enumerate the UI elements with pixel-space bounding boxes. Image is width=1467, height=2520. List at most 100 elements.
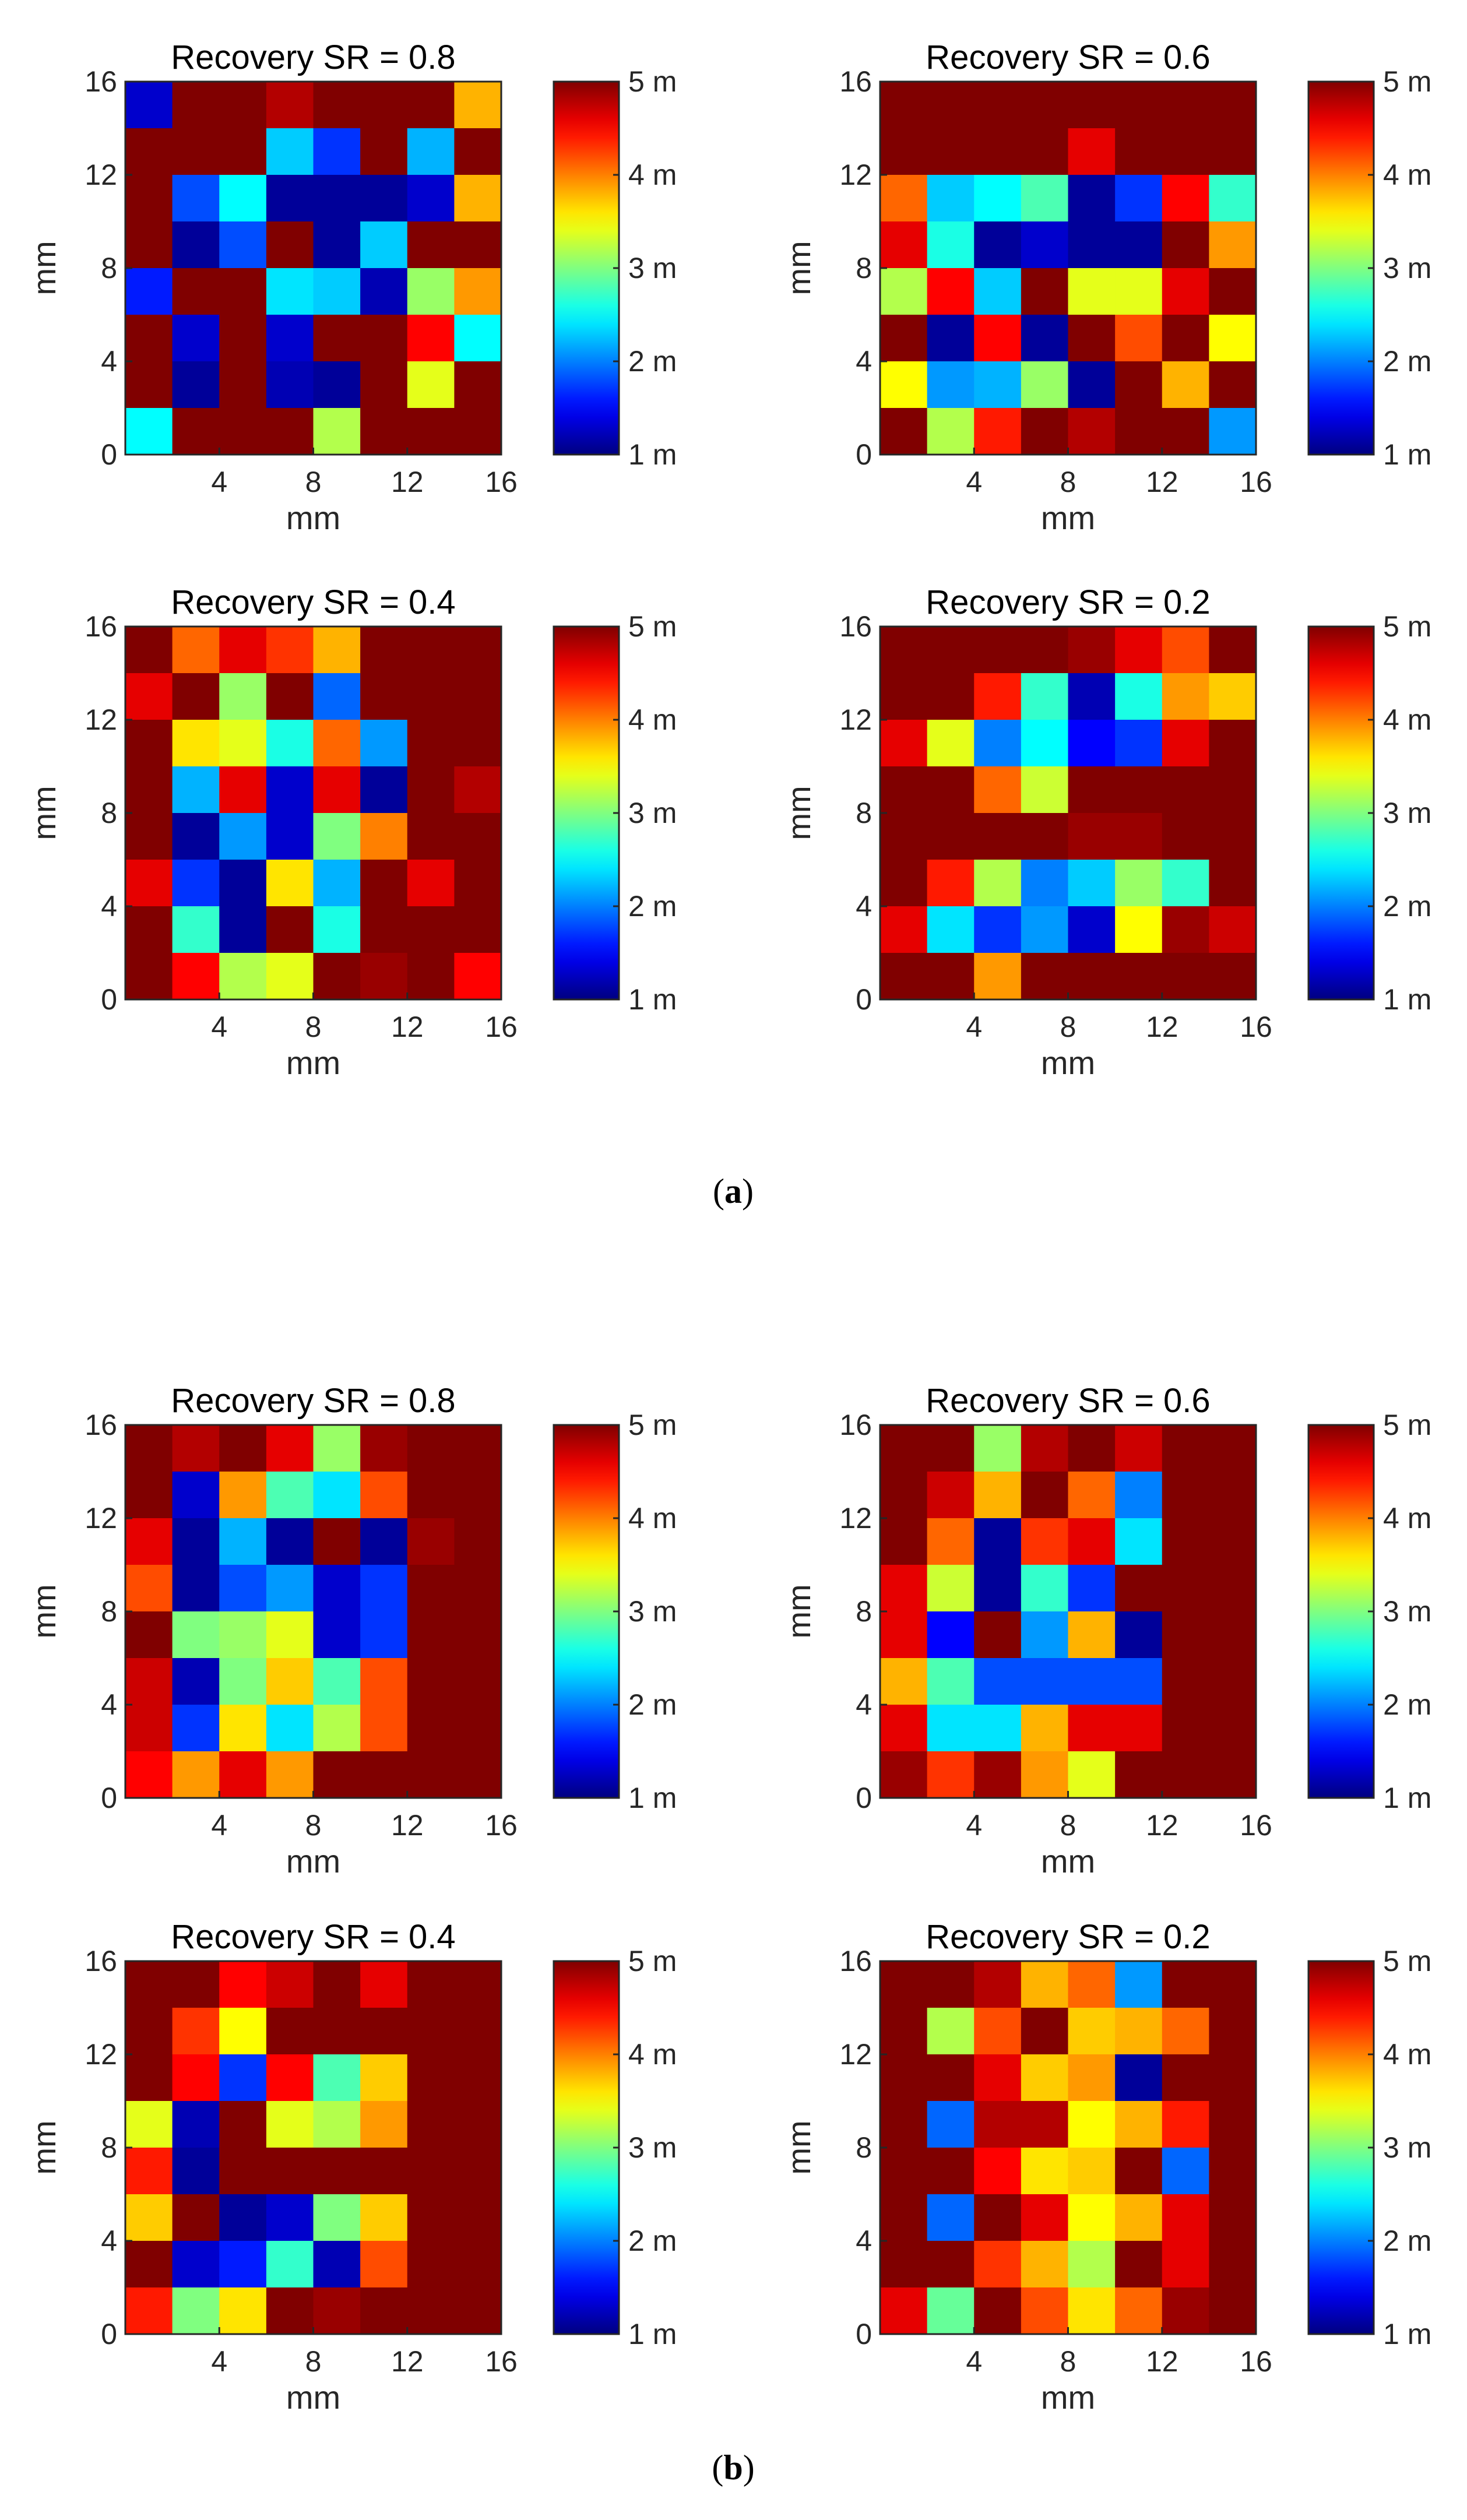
heatmap-cell [454, 315, 502, 362]
heatmap-cell [360, 906, 408, 953]
heatmap-cell [407, 2148, 455, 2195]
panel-label-a: (a) [713, 1172, 754, 1210]
heatmap-cell [880, 268, 928, 315]
heatmap-cell [927, 906, 975, 953]
heatmap-cell [1021, 82, 1069, 129]
heatmap-cell [172, 1518, 220, 1565]
colorbar [553, 1424, 620, 1799]
colorbar-tick-label: 1 m [1383, 1782, 1431, 1814]
y-tick-label: 12 [839, 2038, 872, 2071]
heatmap-cell [1162, 175, 1209, 222]
heatmap-cell [219, 2101, 267, 2148]
heatmap-cell [454, 1961, 502, 2008]
heatmap-cell [880, 315, 928, 362]
heatmap-cell [974, 2241, 1022, 2288]
heatmap-cell [360, 1658, 408, 1705]
heatmap-cell [1115, 2287, 1163, 2335]
heatmap-cell [927, 813, 975, 860]
heatmap-cell [974, 860, 1022, 907]
heatmap-cell [125, 361, 173, 409]
colorbar-tick-label: 5 m [628, 610, 677, 643]
heatmap-cell [1162, 860, 1209, 907]
heatmap-cell [360, 221, 408, 269]
y-axis-label: mm [780, 786, 817, 840]
heatmap-cell [266, 720, 314, 767]
heatmap-cell [1068, 408, 1116, 455]
heatmap-cell [1209, 860, 1257, 907]
heatmap-cell [1068, 2008, 1116, 2055]
heatmap-cell [1209, 2148, 1257, 2195]
heatmap-cell [407, 1611, 455, 1659]
heatmap-cell [266, 953, 314, 1000]
heatmap-cell [974, 1472, 1022, 1519]
heatmap-cell [125, 1611, 173, 1659]
heatmap-cell [125, 906, 173, 953]
heatmap-cell [454, 906, 502, 953]
heatmap-cell [1209, 906, 1257, 953]
heatmap-cell [454, 1611, 502, 1659]
heatmap-cell [927, 2241, 975, 2288]
x-tick-label: 12 [391, 466, 424, 498]
heatmap-cell [219, 766, 267, 814]
heatmap-cell [1209, 1751, 1257, 1799]
colorbar-tick-label: 5 m [1383, 610, 1431, 643]
x-axis-label: mm [286, 499, 340, 536]
heatmap-cell [454, 2148, 502, 2195]
heatmap-cell [974, 1425, 1022, 1472]
heatmap-cell [1068, 128, 1116, 175]
heatmap-cell [927, 2008, 975, 2055]
colorbar-tick-label: 1 m [628, 438, 677, 471]
heatmap-cell [172, 1565, 220, 1612]
colorbar-tick-label: 5 m [1383, 1409, 1431, 1441]
heatmap-cell [266, 315, 314, 362]
heatmap-cell [1068, 1425, 1116, 1472]
heatmap-cell [927, 1472, 975, 1519]
heatmap-cell [1021, 906, 1069, 953]
heatmap-cell [125, 268, 173, 315]
chart-title: Recovery SR = 0.2 [926, 1918, 1210, 1956]
x-axis-label: mm [286, 2379, 340, 2416]
heatmap-cell [1115, 1518, 1163, 1565]
heatmap-a-4: Recovery SR = 0.2 0 4 8 12 16 4 8 12 16 mm mm 1 m 2 m… [780, 583, 1431, 1081]
heatmap-cell [880, 2148, 928, 2195]
heatmap-cell [454, 1751, 502, 1799]
heatmap-cell [927, 315, 975, 362]
heatmap-cell [1115, 953, 1163, 1000]
heatmap-cell [360, 720, 408, 767]
heatmap-cell [313, 860, 361, 907]
heatmap-cell [1068, 766, 1116, 814]
heatmap-cell [927, 82, 975, 129]
heatmap-cell [219, 813, 267, 860]
colorbar [553, 625, 620, 1001]
heatmap-cell [1209, 408, 1257, 455]
heatmap-cell [1021, 2287, 1069, 2335]
heatmap-cell [454, 221, 502, 269]
colorbar [1307, 80, 1375, 456]
y-tick-label: 12 [85, 1502, 117, 1534]
heatmap-cell [1115, 1565, 1163, 1612]
heatmap-cell [1209, 627, 1257, 674]
y-tick-label: 8 [101, 252, 117, 284]
heatmap-cell [1021, 766, 1069, 814]
heatmap-cell [454, 1565, 502, 1612]
heatmap-cell [880, 2101, 928, 2148]
heatmap-cell [1021, 1658, 1069, 1705]
x-tick-label: 16 [1240, 2345, 1272, 2378]
heatmap-cell [172, 1751, 220, 1799]
colorbar-tick-label: 3 m [628, 797, 677, 829]
heatmap-cell [1209, 2241, 1257, 2288]
heatmap-cell [219, 268, 267, 315]
heatmap-cell [454, 1472, 502, 1519]
heatmap-cell [1021, 1705, 1069, 1752]
colorbar-tick-label: 4 m [628, 703, 677, 736]
heatmap-cell [407, 766, 455, 814]
heatmap-cell [219, 1751, 267, 1799]
heatmap-cell [927, 1611, 975, 1659]
heatmap-cell [407, 408, 455, 455]
heatmap-cell [125, 2054, 173, 2102]
colorbar-tick-label: 2 m [628, 890, 677, 923]
heatmap-cell [360, 673, 408, 720]
colorbar-tick-label: 5 m [1383, 1945, 1431, 1977]
x-tick-label: 16 [1240, 466, 1272, 498]
heatmap-cell [313, 1425, 361, 1472]
